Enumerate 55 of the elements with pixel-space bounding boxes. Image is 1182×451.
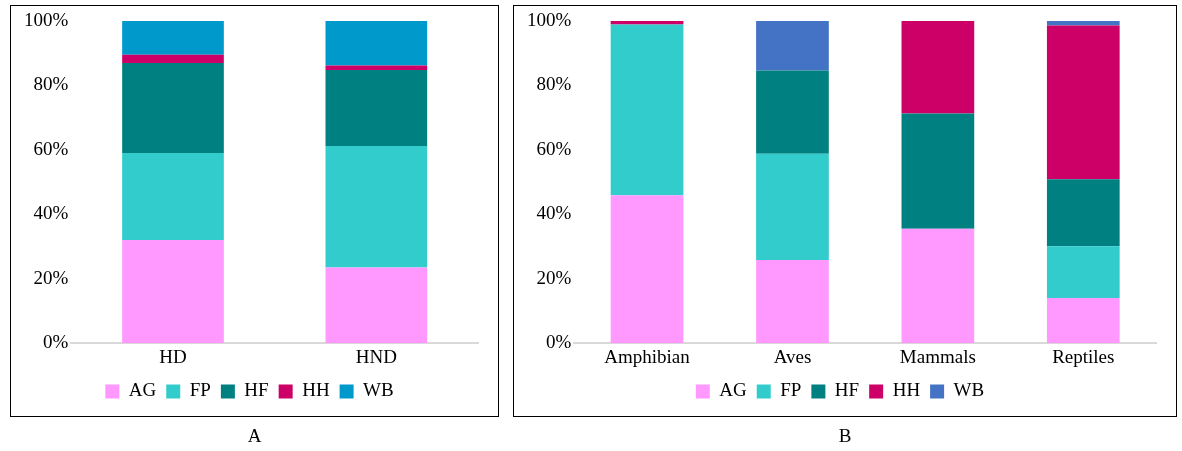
bar — [756, 70, 829, 154]
x-tick-label: Mammals — [899, 345, 976, 367]
y-tick-label: 40% — [536, 202, 572, 224]
x-tick-label: HND — [355, 345, 397, 367]
bar — [122, 21, 224, 55]
bar — [756, 260, 829, 344]
legend-label: HF — [834, 379, 860, 401]
bar — [901, 113, 975, 229]
legend-label: AG — [128, 379, 157, 401]
legend-label: HH — [302, 379, 330, 401]
bar — [1046, 246, 1120, 299]
bar — [325, 146, 428, 268]
y-tick-label: 60% — [536, 137, 572, 159]
text: A — [246, 425, 263, 447]
y-tick-label: 60% — [33, 137, 69, 159]
bar — [756, 153, 829, 261]
x-tick-label: HD — [159, 345, 187, 367]
x-tick-label: Amphibian — [604, 345, 691, 367]
y-tick-label: 100% — [527, 8, 572, 30]
bar — [1046, 25, 1120, 180]
bar — [122, 62, 224, 154]
text: B — [837, 425, 853, 447]
bar — [901, 228, 975, 344]
bar — [122, 54, 224, 63]
legend-label: HH — [892, 379, 921, 401]
bar — [325, 267, 428, 344]
bar — [756, 21, 829, 71]
bar — [122, 240, 224, 344]
bar — [325, 69, 428, 147]
y-tick-label: 40% — [33, 202, 69, 224]
legend-label: AG — [719, 379, 748, 401]
bar — [325, 21, 428, 66]
bar — [1046, 298, 1120, 344]
bar — [610, 24, 684, 196]
legend-label: FP — [189, 379, 211, 401]
bar — [610, 21, 684, 25]
bar — [610, 195, 684, 344]
legend-label: FP — [780, 379, 802, 401]
y-tick-label: 0% — [546, 331, 572, 353]
y-tick-label: 0% — [43, 331, 69, 353]
legend-label: WB — [953, 379, 985, 401]
y-tick-label: 80% — [536, 73, 572, 95]
y-tick-label: 100% — [24, 8, 69, 30]
bar — [1046, 179, 1120, 247]
bar — [901, 21, 975, 114]
bar — [325, 65, 428, 70]
y-tick-label: 20% — [33, 266, 69, 288]
bar — [122, 153, 224, 241]
legend-label: HF — [244, 379, 269, 401]
y-tick-label: 80% — [33, 73, 69, 95]
y-tick-label: 20% — [536, 266, 572, 288]
x-tick-label: Reptiles — [1052, 345, 1115, 367]
x-tick-label: Aves — [773, 345, 812, 367]
bar — [1046, 21, 1120, 26]
legend-label: WB — [363, 379, 394, 401]
